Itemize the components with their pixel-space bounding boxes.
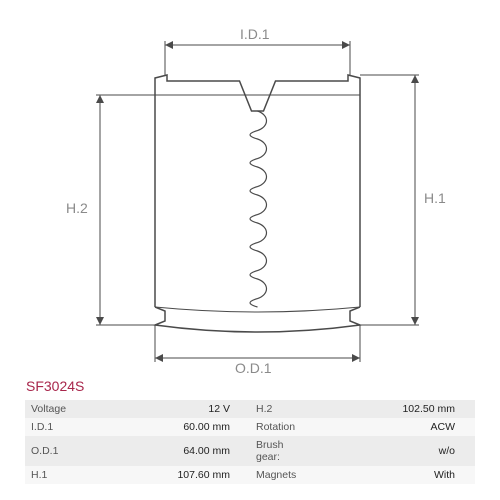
spec-label: H.2 xyxy=(250,400,305,418)
dim-label-h2: H.2 xyxy=(66,200,88,216)
spec-value: 107.60 mm xyxy=(80,466,250,484)
spec-label: Rotation xyxy=(250,418,305,436)
spec-value: 12 V xyxy=(80,400,250,418)
dim-label-h1: H.1 xyxy=(424,190,446,206)
spec-value: 102.50 mm xyxy=(305,400,475,418)
spec-value: 60.00 mm xyxy=(80,418,250,436)
spec-label: Voltage xyxy=(25,400,80,418)
spec-row: O.D.164.00 mmBrush gear:w/o xyxy=(25,436,475,466)
spec-value: 64.00 mm xyxy=(80,436,250,466)
spec-row: Voltage12 VH.2102.50 mm xyxy=(25,400,475,418)
spec-row: H.1107.60 mmMagnetsWith xyxy=(25,466,475,484)
spec-value: With xyxy=(305,466,475,484)
dim-label-id1: I.D.1 xyxy=(240,26,270,42)
part-number: SF3024S xyxy=(26,378,84,394)
spec-label: Magnets xyxy=(250,466,305,484)
spec-row: I.D.160.00 mmRotationACW xyxy=(25,418,475,436)
technical-drawing: I.D.1 O.D.1 H.1 H.2 SF3024S xyxy=(0,0,500,390)
dim-label-od1: O.D.1 xyxy=(235,360,272,376)
spec-value: w/o xyxy=(305,436,475,466)
spec-table: Voltage12 VH.2102.50 mmI.D.160.00 mmRota… xyxy=(25,400,475,484)
spec-label: I.D.1 xyxy=(25,418,80,436)
spec-label: H.1 xyxy=(25,466,80,484)
spec-label: Brush gear: xyxy=(250,436,305,466)
spec-value: ACW xyxy=(305,418,475,436)
spec-label: O.D.1 xyxy=(25,436,80,466)
